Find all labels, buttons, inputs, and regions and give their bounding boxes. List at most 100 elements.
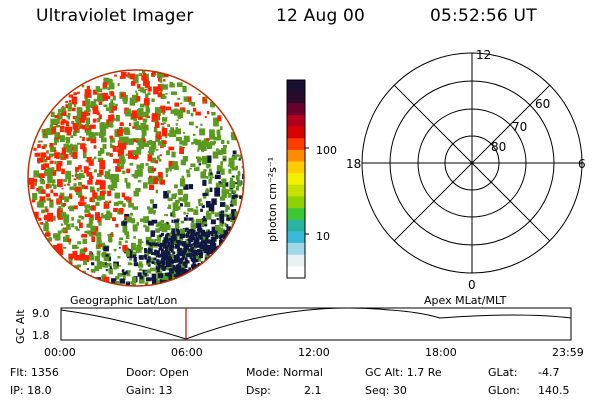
uv-pixel bbox=[162, 112, 165, 115]
uv-pixel bbox=[125, 74, 128, 77]
uv-pixel bbox=[79, 118, 86, 123]
uv-pixel bbox=[72, 126, 75, 129]
uv-pixel bbox=[86, 85, 90, 91]
uv-pixel bbox=[39, 177, 43, 182]
uv-pixel bbox=[68, 100, 72, 103]
uv-pixel bbox=[69, 260, 73, 265]
uv-pixel bbox=[200, 241, 203, 245]
uv-pixel bbox=[140, 163, 144, 169]
disk-limb bbox=[27, 69, 245, 287]
uv-pixel bbox=[157, 267, 161, 271]
uv-pixel bbox=[73, 205, 78, 210]
uv-pixel bbox=[109, 110, 112, 114]
uv-pixel bbox=[220, 240, 224, 244]
uv-pixel bbox=[194, 247, 197, 249]
uv-pixel bbox=[149, 146, 155, 153]
uv-pixel bbox=[225, 248, 229, 252]
uv-pixel bbox=[170, 270, 174, 274]
uv-pixel bbox=[174, 243, 178, 247]
uv-pixel bbox=[212, 245, 216, 248]
uv-pixel bbox=[164, 239, 168, 242]
uv-pixel bbox=[132, 126, 136, 129]
uv-pixel bbox=[220, 234, 223, 238]
uv-pixel bbox=[199, 243, 203, 247]
uv-pixel bbox=[180, 241, 185, 245]
uv-pixel bbox=[57, 113, 63, 120]
uv-pixel bbox=[221, 169, 224, 172]
uv-pixel bbox=[205, 237, 209, 241]
uv-pixel bbox=[51, 170, 54, 174]
uv-pixel bbox=[223, 235, 227, 239]
uv-pixel bbox=[169, 232, 173, 237]
uv-pixel bbox=[215, 234, 219, 238]
uv-pixel bbox=[157, 221, 161, 226]
uv-pixel bbox=[40, 152, 47, 158]
uv-pixel bbox=[163, 237, 167, 241]
uv-pixel bbox=[84, 110, 89, 117]
uv-pixel bbox=[213, 117, 219, 127]
uv-pixel bbox=[58, 195, 63, 200]
uv-pixel bbox=[91, 197, 96, 203]
uv-pixel bbox=[233, 190, 237, 194]
uv-pixel bbox=[154, 107, 161, 116]
uv-pixel bbox=[166, 259, 170, 263]
uv-pixel bbox=[81, 186, 84, 190]
uv-pixel bbox=[111, 116, 115, 119]
uv-pixel bbox=[182, 252, 186, 256]
uv-pixel bbox=[125, 153, 128, 156]
uv-pixel bbox=[68, 102, 72, 109]
uv-pixel bbox=[193, 263, 197, 267]
uv-pixel bbox=[176, 249, 180, 254]
uv-pixel bbox=[94, 265, 100, 272]
uv-pixel bbox=[103, 202, 110, 209]
uv-pixel bbox=[77, 109, 83, 117]
uv-pixel bbox=[161, 255, 165, 260]
uv-pixel bbox=[47, 129, 52, 136]
uv-pixel bbox=[54, 152, 60, 159]
uv-pixel bbox=[200, 231, 204, 235]
uv-pixel bbox=[79, 199, 82, 202]
uv-pixel bbox=[124, 216, 128, 219]
uv-pixel bbox=[39, 178, 45, 182]
uv-pixel bbox=[146, 141, 152, 145]
uv-pixel bbox=[198, 266, 202, 269]
uv-pixel bbox=[201, 218, 207, 227]
uv-pixel bbox=[78, 215, 82, 219]
uv-pixel bbox=[172, 259, 176, 263]
uv-pixel bbox=[140, 122, 147, 127]
uv-pixel bbox=[165, 262, 169, 266]
x-tick-2359: 23:59 bbox=[552, 346, 584, 359]
uv-pixel bbox=[85, 89, 91, 94]
uv-pixel bbox=[200, 242, 203, 247]
uv-pixel bbox=[70, 155, 73, 157]
uv-pixel bbox=[232, 154, 235, 157]
uv-pixel bbox=[192, 267, 198, 273]
uv-pixel bbox=[213, 244, 216, 247]
uv-pixel bbox=[221, 189, 227, 198]
uv-pixel bbox=[183, 245, 187, 247]
uv-pixel bbox=[163, 256, 167, 260]
uv-pixel bbox=[45, 208, 49, 213]
uv-pixel bbox=[193, 273, 196, 277]
uv-pixel bbox=[195, 259, 199, 263]
uv-pixel bbox=[52, 179, 56, 184]
uv-pixel bbox=[79, 107, 83, 113]
uv-pixel bbox=[166, 273, 170, 277]
uv-pixel bbox=[187, 96, 192, 102]
uv-pixel bbox=[103, 263, 109, 268]
uv-pixel bbox=[198, 203, 203, 206]
uv-pixel bbox=[165, 248, 169, 252]
uv-pixel bbox=[178, 267, 183, 272]
uv-pixel bbox=[209, 187, 213, 192]
uv-pixel bbox=[166, 245, 173, 251]
uv-pixel bbox=[183, 184, 189, 190]
uv-pixel bbox=[217, 253, 221, 257]
uv-pixel bbox=[96, 261, 103, 270]
uv-pixel bbox=[154, 160, 158, 164]
uv-pixel bbox=[136, 164, 141, 169]
uv-pixel bbox=[122, 247, 129, 253]
uv-pixel bbox=[50, 126, 57, 135]
uv-pixel bbox=[169, 254, 174, 259]
uv-pixel bbox=[184, 243, 190, 251]
uv-pixel bbox=[234, 182, 238, 185]
